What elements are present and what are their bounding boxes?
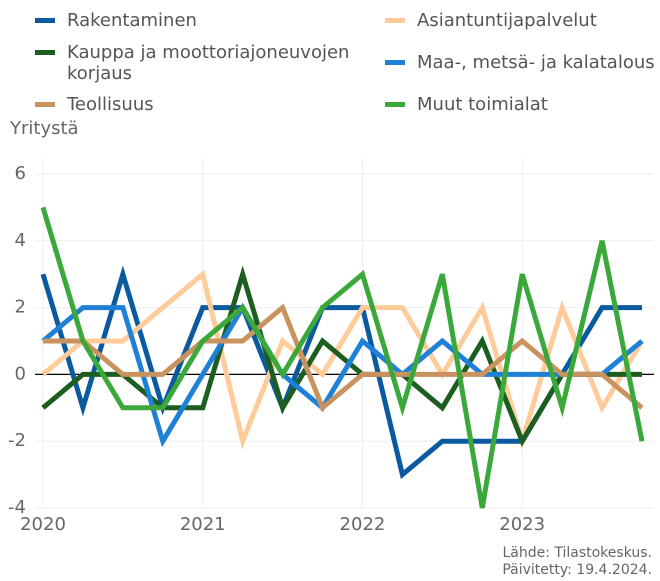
legend-label: Asiantuntijapalvelut <box>417 10 597 31</box>
legend-label: Rakentaminen <box>67 10 197 31</box>
y-tick-label: 2 <box>15 297 26 318</box>
y-tick-label: -2 <box>8 430 26 451</box>
legend-item: Rakentaminen <box>35 10 372 31</box>
y-tick-label: 4 <box>15 230 26 251</box>
x-tick-label: 2023 <box>499 514 545 535</box>
series-line <box>40 206 645 509</box>
legend-item: Muut toimialat <box>385 94 660 115</box>
x-tick-label: 2020 <box>20 514 66 535</box>
legend-item: Asiantuntijapalvelut <box>385 10 660 31</box>
legend-item: Kauppa ja moottoriajoneuvojen korjaus <box>35 42 372 84</box>
legend-label: Teollisuus <box>67 94 154 115</box>
legend-swatch <box>35 50 55 55</box>
legend-label: Muut toimialat <box>417 94 548 115</box>
y-tick-label: -4 <box>8 497 26 518</box>
legend-item: Maa-, metsä- ja kalatalous <box>385 52 660 73</box>
series-line <box>41 265 642 447</box>
legend-swatch <box>385 102 405 107</box>
legend-label: Kauppa ja moottoriajoneuvojen korjaus <box>67 42 350 84</box>
updated: Päivitetty: 19.4.2024. <box>502 562 652 578</box>
legend-swatch <box>35 102 55 107</box>
legend-label: Maa-, metsä- ja kalatalous <box>417 52 655 73</box>
y-axis-label: Yritystä <box>9 118 79 139</box>
legend-swatch <box>385 18 405 23</box>
x-tick-label: 2021 <box>180 514 226 535</box>
series-line <box>43 303 644 412</box>
legend-swatch <box>35 18 55 23</box>
legend-swatch <box>385 60 405 65</box>
legend-item: Teollisuus <box>35 94 372 115</box>
y-tick-label: 0 <box>15 363 26 384</box>
source: Lähde: Tilastokeskus. <box>502 545 652 561</box>
x-tick-label: 2022 <box>340 514 386 535</box>
y-tick-label: 6 <box>15 163 26 184</box>
